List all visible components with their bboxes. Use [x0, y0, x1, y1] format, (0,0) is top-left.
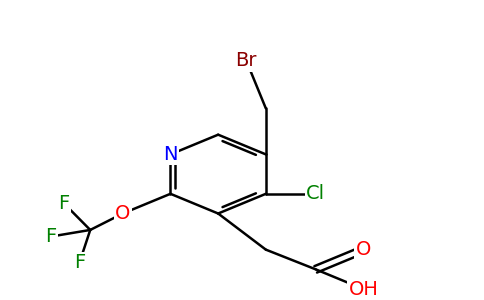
Text: Br: Br [236, 51, 257, 70]
Text: O: O [356, 240, 371, 259]
Text: F: F [59, 194, 70, 213]
Text: OH: OH [348, 280, 378, 298]
Text: F: F [45, 227, 57, 246]
Text: N: N [163, 145, 178, 164]
Text: O: O [115, 204, 131, 223]
Text: F: F [74, 253, 85, 272]
Text: Cl: Cl [306, 184, 325, 203]
